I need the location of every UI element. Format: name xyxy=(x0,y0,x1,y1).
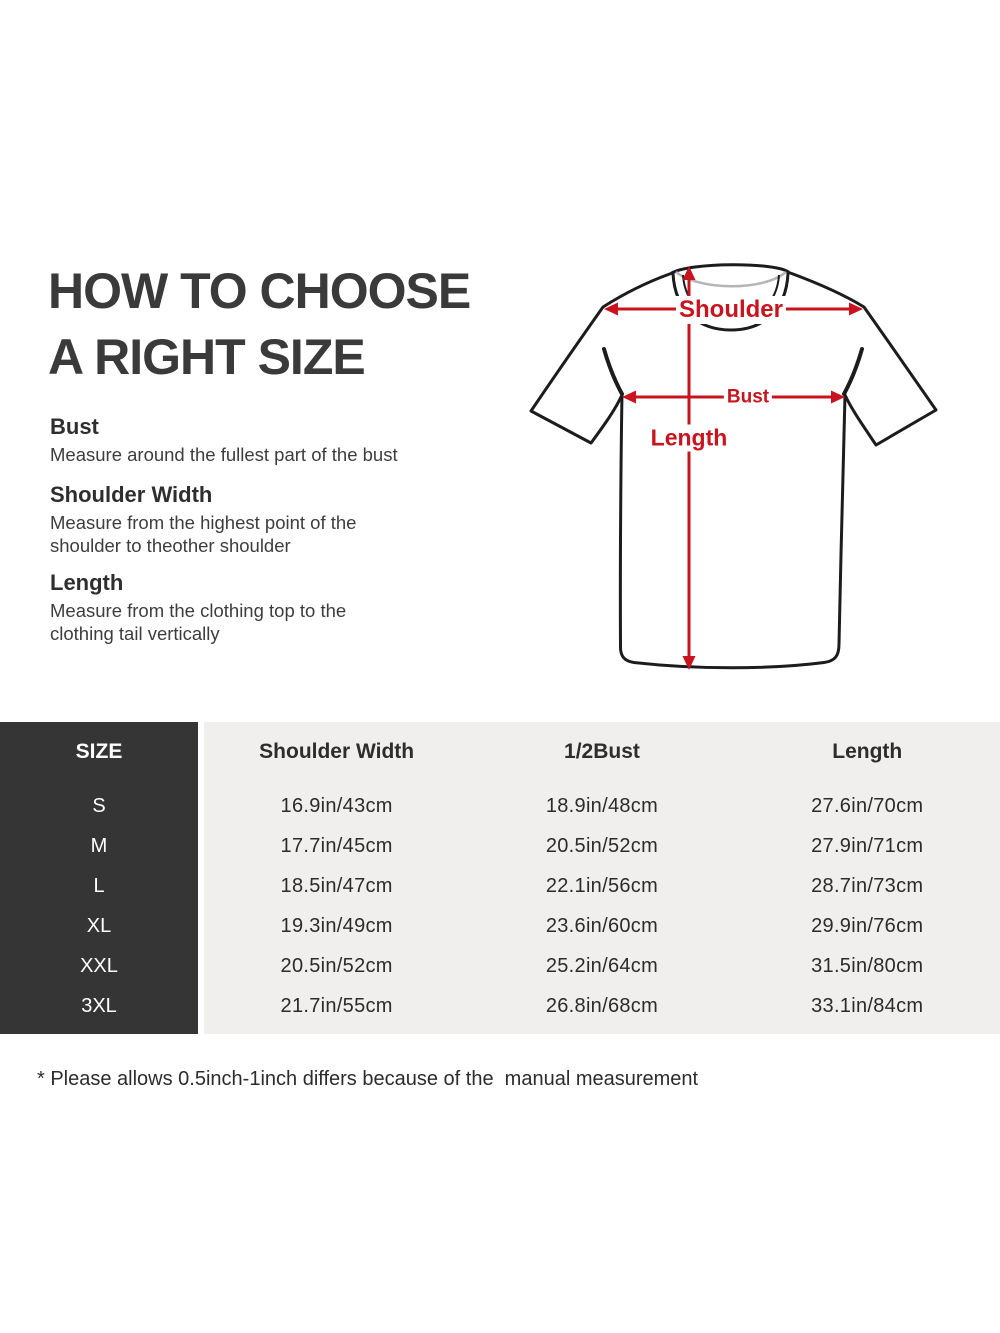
table-body-background xyxy=(204,722,1000,1034)
size-column-background xyxy=(0,722,198,1034)
section-shoulder-width-title: Shoulder Width xyxy=(50,482,213,507)
page-title: HOW TO CHOOSE A RIGHT SIZE xyxy=(48,258,471,390)
section-bust-title: Bust xyxy=(50,414,99,439)
cell-half-bust: 20.5in/52cm xyxy=(545,834,659,857)
cell-size: L xyxy=(93,874,105,897)
cell-shoulder: 17.7in/45cm xyxy=(280,834,393,857)
measurement-disclaimer: * Please allows 0.5inch-1inch differs be… xyxy=(37,1068,699,1090)
table-row: XXL 20.5in/52cm 25.2in/64cm 31.5in/80cm xyxy=(0,946,1000,986)
cell-size: 3XL xyxy=(81,994,117,1017)
cell-shoulder: 16.9in/43cm xyxy=(280,794,393,817)
cell-length: 28.7in/73cm xyxy=(811,874,924,897)
cell-shoulder: 20.5in/52cm xyxy=(280,954,393,977)
section-shoulder-width-description: Measure from the highest point of the sh… xyxy=(50,512,357,556)
bust-arrow-label: Bust xyxy=(723,385,773,409)
cell-half-bust: 18.9in/48cm xyxy=(545,794,659,817)
cell-shoulder: 18.5in/47cm xyxy=(280,874,393,897)
cell-shoulder: 21.7in/55cm xyxy=(280,994,393,1017)
table-row: S 16.9in/43cm 18.9in/48cm 27.6in/70cm xyxy=(0,786,1000,826)
cell-half-bust: 23.6in/60cm xyxy=(545,914,659,937)
size-table: SIZE Shoulder Width 1/2Bust Length S 16.… xyxy=(0,722,1000,1034)
cell-size: XL xyxy=(86,914,112,937)
section-length-description: Measure from the clothing top to the clo… xyxy=(50,600,347,644)
left-sleeve-seam xyxy=(602,347,624,396)
table-header-row: SIZE Shoulder Width 1/2Bust Length xyxy=(0,722,1000,782)
section-bust-description: Measure around the fullest part of the b… xyxy=(50,444,398,465)
shoulder-arrow-label: Shoulder xyxy=(675,296,787,324)
cell-half-bust: 25.2in/64cm xyxy=(545,954,659,977)
length-arrow xyxy=(682,266,696,670)
header-shoulder-width: Shoulder Width xyxy=(259,740,415,763)
header-half-bust: 1/2Bust xyxy=(564,740,640,763)
cell-shoulder: 19.3in/49cm xyxy=(280,914,393,937)
tshirt-measurement-diagram: Shoulder Bust Length xyxy=(500,240,970,700)
cell-length: 27.6in/70cm xyxy=(811,794,924,817)
cell-length: 31.5in/80cm xyxy=(811,954,924,977)
table-row: L 18.5in/47cm 22.1in/56cm 28.7in/73cm xyxy=(0,866,1000,906)
section-length: Length Measure from the clothing top to … xyxy=(50,570,346,645)
tshirt-outline xyxy=(529,263,938,670)
cell-length: 29.9in/76cm xyxy=(811,914,924,937)
cell-size: S xyxy=(92,794,106,817)
page-title-line2: A RIGHT SIZE xyxy=(48,329,366,385)
length-arrow-label: Length xyxy=(647,424,731,452)
cell-size: M xyxy=(90,834,108,857)
header-size: SIZE xyxy=(75,740,123,763)
page-title-line1: HOW TO CHOOSE xyxy=(48,263,471,319)
cell-half-bust: 26.8in/68cm xyxy=(545,994,659,1017)
cell-length: 33.1in/84cm xyxy=(811,994,924,1017)
cell-length: 27.9in/71cm xyxy=(811,834,924,857)
table-row: XL 19.3in/49cm 23.6in/60cm 29.9in/76cm xyxy=(0,906,1000,946)
section-bust: Bust Measure around the fullest part of … xyxy=(50,414,398,467)
section-length-title: Length xyxy=(50,570,124,595)
right-sleeve-seam xyxy=(842,347,864,396)
table-row: 3XL 21.7in/55cm 26.8in/68cm 33.1in/84cm xyxy=(0,986,1000,1026)
cell-half-bust: 22.1in/56cm xyxy=(545,874,659,897)
header-length: Length xyxy=(832,740,903,763)
cell-size: XXL xyxy=(80,954,118,977)
table-row: M 17.7in/45cm 20.5in/52cm 27.9in/71cm xyxy=(0,826,1000,866)
section-shoulder-width: Shoulder Width Measure from the highest … xyxy=(50,482,356,557)
